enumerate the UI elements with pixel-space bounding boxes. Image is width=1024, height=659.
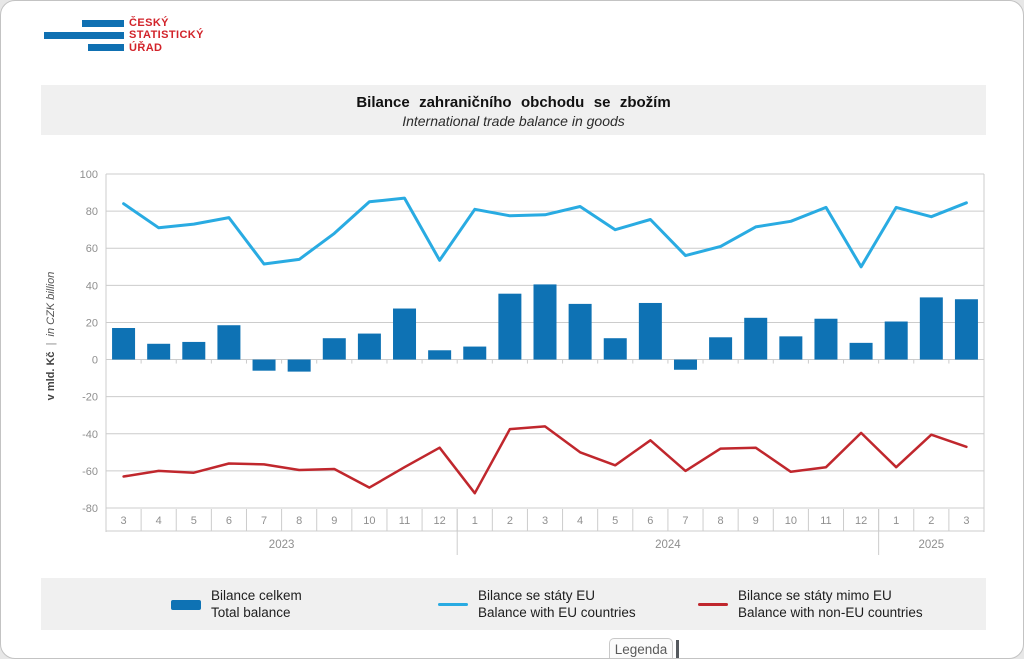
svg-text:40: 40 (86, 280, 98, 292)
svg-text:7: 7 (682, 515, 688, 527)
legend-label-total-cs: Bilance celkem (211, 588, 302, 603)
svg-text:1: 1 (472, 515, 478, 527)
month-labels: 3 4 5 6 7 8 9 10 11 12 1 2 3 4 5 6 7 8 9 10 11 12 1 2 3 (120, 515, 969, 527)
logo-line-3: ÚŘAD (129, 41, 163, 54)
svg-text:12: 12 (855, 515, 867, 527)
svg-text:0: 0 (92, 355, 98, 367)
svg-text:8: 8 (718, 515, 724, 527)
svg-text:3: 3 (120, 515, 126, 527)
csu-logo-text: ČESKÝ STATISTICKÝ ÚŘAD (129, 17, 204, 54)
chart-subtitle: International trade balance in goods (402, 113, 625, 129)
series-eu-line (122, 196, 968, 269)
svg-text:20: 20 (86, 317, 98, 329)
legend-item-eu[interactable]: Bilance se státy EU Balance with EU coun… (438, 587, 636, 621)
svg-text:60: 60 (86, 243, 98, 255)
svg-text:2: 2 (507, 515, 513, 527)
legend-toggle-button[interactable]: Legenda (609, 638, 673, 658)
svg-text:7: 7 (261, 515, 267, 527)
chart-title-band: Bilance zahraničního obchodu se zbožím I… (41, 85, 986, 135)
svg-text:80: 80 (86, 206, 98, 218)
legend-label-eu-en: Balance with EU countries (478, 605, 636, 620)
svg-text:4: 4 (577, 515, 583, 527)
svg-text:3: 3 (542, 515, 548, 527)
svg-text:-80: -80 (82, 503, 98, 515)
svg-text:3: 3 (963, 515, 969, 527)
svg-text:12: 12 (434, 515, 446, 527)
svg-text:2: 2 (928, 515, 934, 527)
eu-line-swatch-icon (438, 603, 468, 606)
svg-text:5: 5 (612, 515, 618, 527)
svg-text:2025: 2025 (919, 539, 945, 551)
svg-text:10: 10 (785, 515, 797, 527)
logo-line-1: ČESKÝ (129, 17, 169, 29)
svg-text:11: 11 (820, 515, 831, 527)
svg-text:6: 6 (647, 515, 653, 527)
y-axis-title-separator: | (45, 342, 57, 346)
text-cursor (676, 640, 679, 658)
year-labels: 2023 2024 2025 (269, 539, 944, 551)
total-balance-swatch-icon (171, 600, 201, 610)
legend-item-total[interactable]: Bilance celkem Total balance (171, 587, 302, 621)
y-axis-title-cs: v mld. Kč (45, 351, 57, 401)
svg-text:100: 100 (80, 169, 98, 181)
csu-logo: ČESKÝ STATISTICKÝ ÚŘAD (1, 1, 301, 71)
svg-text:9: 9 (753, 515, 759, 527)
y-axis-labels: 100 80 60 40 20 0 -20 -40 -60 -80 (80, 169, 98, 515)
legend-label-eu-cs: Bilance se státy EU (478, 588, 596, 603)
legend: Bilance celkem Total balance Bilance se … (41, 578, 986, 630)
gridlines (105, 173, 985, 555)
svg-text:10: 10 (363, 515, 375, 527)
legend-label-non-eu-cs: Bilance se státy mimo EU (738, 588, 892, 603)
legend-label-total-en: Total balance (211, 605, 291, 620)
logo-line-2: STATISTICKÝ (129, 29, 204, 42)
svg-text:4: 4 (156, 515, 162, 527)
legend-item-non-eu[interactable]: Bilance se státy mimo EU Balance with no… (698, 587, 923, 621)
series-total-bars (112, 284, 978, 372)
y-axis-title-en: in CZK billion (45, 271, 57, 337)
legend-label-non-eu-en: Balance with non-EU countries (738, 605, 923, 620)
chart-title: Bilance zahraničního obchodu se zbožím (356, 94, 671, 111)
svg-text:-60: -60 (82, 466, 98, 478)
svg-text:8: 8 (296, 515, 302, 527)
svg-text:-40: -40 (82, 429, 98, 441)
svg-text:1: 1 (893, 515, 899, 527)
svg-text:2023: 2023 (269, 539, 295, 551)
svg-text:2024: 2024 (655, 539, 681, 551)
non-eu-line-swatch-icon (698, 603, 728, 606)
series-non_eu-line (122, 425, 968, 495)
y-axis-title: v mld. Kč | in CZK billion (45, 186, 61, 486)
svg-text:6: 6 (226, 515, 232, 527)
svg-text:11: 11 (399, 515, 410, 527)
svg-text:9: 9 (331, 515, 337, 527)
svg-text:5: 5 (191, 515, 197, 527)
svg-text:-20: -20 (82, 392, 98, 404)
